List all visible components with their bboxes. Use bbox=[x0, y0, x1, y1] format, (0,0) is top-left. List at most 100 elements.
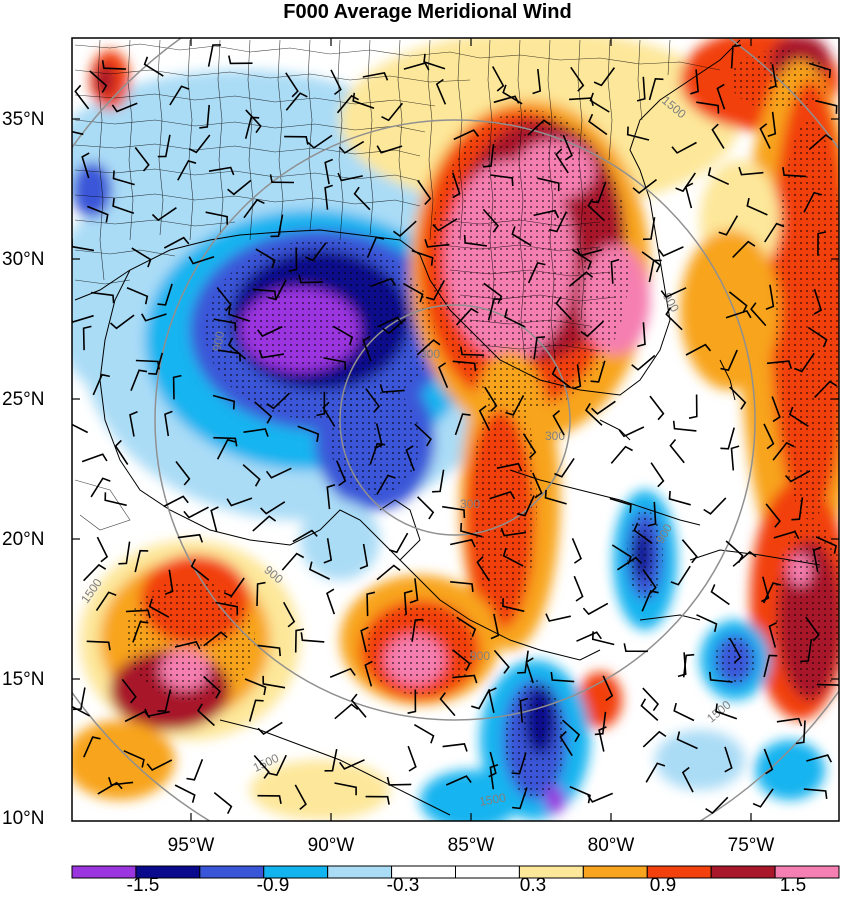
wind-barb bbox=[690, 69, 699, 95]
wind-barb bbox=[143, 56, 164, 77]
wind-barb bbox=[205, 211, 228, 225]
wind-barb bbox=[257, 721, 283, 736]
wind-barb bbox=[738, 166, 764, 176]
wind-barb bbox=[407, 689, 417, 714]
wind-barb bbox=[677, 652, 687, 678]
wind-barb bbox=[562, 134, 573, 161]
wind-barb bbox=[365, 388, 381, 413]
range-ring-900 bbox=[154, 119, 756, 721]
wind-barb bbox=[806, 754, 833, 763]
range-ring-label: 300 bbox=[460, 497, 480, 511]
wind-barb bbox=[207, 44, 221, 67]
wind-barb bbox=[329, 667, 356, 678]
wind-barb bbox=[670, 565, 691, 586]
wind-barb bbox=[112, 170, 135, 186]
wind-barb bbox=[146, 759, 173, 772]
wind-barb bbox=[641, 590, 659, 612]
wind-barb bbox=[338, 140, 365, 154]
wind-barb bbox=[519, 697, 529, 723]
wind-barb bbox=[362, 71, 389, 81]
wind-barb bbox=[709, 671, 733, 683]
wind-barb bbox=[610, 258, 620, 284]
wind-barb bbox=[703, 497, 727, 515]
wind-barb bbox=[562, 719, 581, 743]
wind-barb bbox=[767, 111, 777, 138]
wind-barb bbox=[307, 134, 333, 149]
wind-barb bbox=[223, 577, 245, 597]
county-borders bbox=[74, 39, 721, 531]
wind-barb bbox=[720, 349, 738, 372]
latitude-label: 35°N bbox=[2, 109, 45, 130]
wind-barb bbox=[157, 134, 171, 158]
wind-barb bbox=[752, 788, 774, 808]
wind-barb bbox=[131, 247, 152, 268]
wind-barb bbox=[491, 66, 505, 92]
wind-barb bbox=[215, 601, 239, 615]
wind-barb bbox=[297, 425, 320, 443]
wind-barb bbox=[730, 445, 740, 471]
wind-barb bbox=[636, 76, 646, 102]
wind-barb bbox=[359, 543, 369, 570]
wind-barb bbox=[424, 239, 450, 248]
wind-barb bbox=[112, 198, 135, 215]
colorbar-swatch bbox=[774, 865, 840, 879]
wind-barb bbox=[484, 386, 498, 412]
wind-barb bbox=[476, 556, 491, 582]
wind-barb bbox=[791, 497, 804, 521]
colorbar bbox=[71, 865, 840, 879]
wind-barb bbox=[123, 750, 145, 768]
wind-barb bbox=[323, 538, 333, 564]
wind-barb bbox=[658, 246, 684, 257]
latitude-label: 30°N bbox=[2, 249, 45, 270]
wind-barb bbox=[589, 92, 610, 113]
wind-barb bbox=[265, 467, 292, 479]
wind-barb bbox=[285, 92, 308, 111]
wind-barb bbox=[157, 283, 173, 306]
wind-barb bbox=[460, 522, 483, 538]
wind-barb bbox=[544, 489, 567, 505]
wind-barb bbox=[584, 402, 603, 426]
wind-barb bbox=[728, 291, 748, 314]
wind-barb bbox=[533, 209, 560, 219]
chart-title: F000 Average Meridional Wind bbox=[283, 1, 572, 23]
wind-barb bbox=[126, 287, 149, 305]
wind-barb bbox=[483, 282, 503, 305]
wind-barb bbox=[707, 167, 730, 186]
wind-barb bbox=[213, 318, 237, 332]
wind-barb bbox=[92, 373, 110, 396]
wind-barb bbox=[554, 457, 575, 478]
wind-barb bbox=[776, 717, 803, 727]
wind-barb bbox=[442, 505, 466, 519]
wind-barb bbox=[97, 781, 123, 795]
colorbar-label: -0.9 bbox=[256, 875, 290, 896]
wind-barb bbox=[765, 503, 781, 528]
wind-barb bbox=[573, 575, 584, 602]
wind-barb bbox=[814, 380, 838, 398]
wind-barb bbox=[256, 581, 266, 607]
wind-barb bbox=[626, 126, 650, 141]
wind-barb bbox=[761, 576, 770, 603]
wind-barb bbox=[795, 720, 806, 745]
wind-barb bbox=[642, 730, 667, 748]
wind-barb bbox=[326, 484, 336, 510]
longitude-label: 75°W bbox=[727, 835, 775, 856]
wind-barb bbox=[257, 644, 281, 657]
wind-barb bbox=[808, 133, 833, 151]
wind-barb bbox=[504, 309, 526, 328]
longitude-label: 80°W bbox=[587, 835, 635, 856]
longitude-label: 85°W bbox=[447, 835, 495, 856]
wind-barb bbox=[815, 99, 838, 114]
wind-barb bbox=[550, 671, 575, 683]
wind-barb bbox=[817, 231, 827, 256]
wind-barb bbox=[765, 284, 775, 311]
wind-barb bbox=[177, 159, 197, 181]
wind-barb bbox=[322, 401, 336, 427]
latitude-label: 25°N bbox=[2, 389, 45, 410]
colorbar-label: -1.5 bbox=[126, 875, 160, 896]
wind-barb bbox=[298, 274, 323, 284]
wind-barb bbox=[746, 197, 768, 216]
wind-barb bbox=[517, 495, 535, 517]
wind-barb bbox=[800, 638, 813, 663]
wind-barb bbox=[163, 495, 189, 508]
